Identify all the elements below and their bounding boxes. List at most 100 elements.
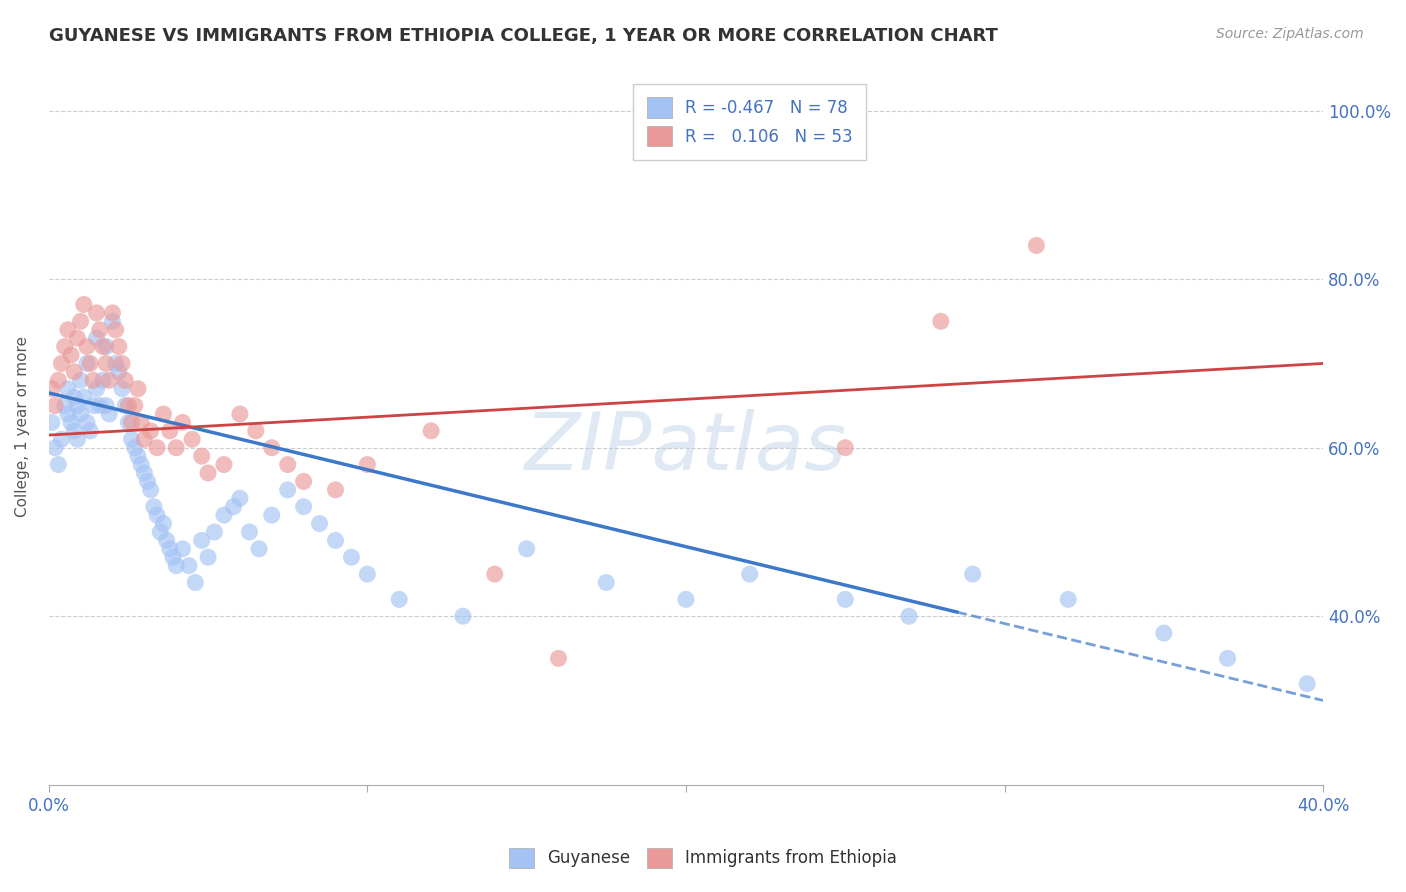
Point: [63, 390, 86, 404]
Point: [117, 399, 139, 413]
Text: ZIPatlas: ZIPatlas: [524, 409, 846, 487]
Point: [134, 466, 156, 480]
Point: [292, 500, 315, 514]
Point: [104, 356, 127, 370]
Point: [197, 466, 219, 480]
Point: [124, 441, 146, 455]
Point: [82, 373, 104, 387]
Point: [44, 399, 66, 413]
Point: [76, 340, 98, 354]
Point: [142, 500, 165, 514]
Point: [86, 331, 108, 345]
Point: [229, 491, 252, 506]
Point: [152, 407, 174, 421]
Point: [139, 483, 162, 497]
Point: [325, 483, 347, 497]
Text: GUYANESE VS IMMIGRANTS FROM ETHIOPIA COLLEGE, 1 YEAR OR MORE CORRELATION CHART: GUYANESE VS IMMIGRANTS FROM ETHIOPIA COL…: [49, 27, 998, 45]
Point: [101, 314, 124, 328]
Point: [146, 441, 169, 455]
Point: [79, 356, 101, 370]
Point: [962, 567, 984, 582]
Point: [114, 373, 136, 387]
Point: [172, 541, 194, 556]
Point: [325, 533, 347, 548]
Legend: Guyanese, Immigrants from Ethiopia: Guyanese, Immigrants from Ethiopia: [502, 841, 904, 875]
Point: [340, 550, 363, 565]
Point: [127, 382, 149, 396]
Point: [162, 550, 184, 565]
Point: [86, 306, 108, 320]
Point: [94, 340, 117, 354]
Point: [136, 475, 159, 489]
Point: [94, 399, 117, 413]
Point: [60, 416, 83, 430]
Point: [146, 508, 169, 522]
Point: [66, 331, 89, 345]
Point: [1025, 238, 1047, 252]
Point: [76, 356, 98, 370]
Point: [181, 432, 204, 446]
Point: [139, 424, 162, 438]
Point: [172, 416, 194, 430]
Point: [388, 592, 411, 607]
Legend: R = -0.467   N = 78, R =   0.106   N = 53: R = -0.467 N = 78, R = 0.106 N = 53: [633, 84, 866, 160]
Point: [46, 458, 69, 472]
Point: [53, 399, 76, 413]
Point: [260, 508, 283, 522]
Y-axis label: College, 1 year or more: College, 1 year or more: [15, 336, 30, 517]
Point: [41, 416, 63, 430]
Point: [53, 340, 76, 354]
Point: [152, 516, 174, 531]
Point: [101, 306, 124, 320]
Point: [675, 592, 697, 607]
Point: [111, 382, 134, 396]
Point: [212, 458, 235, 472]
Point: [204, 524, 226, 539]
Point: [63, 424, 86, 438]
Point: [516, 541, 538, 556]
Point: [69, 373, 91, 387]
Point: [76, 416, 98, 430]
Point: [222, 500, 245, 514]
Point: [73, 297, 96, 311]
Point: [89, 399, 111, 413]
Point: [197, 550, 219, 565]
Text: Source: ZipAtlas.com: Source: ZipAtlas.com: [1216, 27, 1364, 41]
Point: [190, 449, 212, 463]
Point: [117, 416, 139, 430]
Point: [292, 475, 315, 489]
Point: [1153, 626, 1175, 640]
Point: [834, 441, 856, 455]
Point: [69, 407, 91, 421]
Point: [212, 508, 235, 522]
Point: [229, 407, 252, 421]
Point: [277, 458, 299, 472]
Point: [91, 373, 114, 387]
Point: [356, 458, 378, 472]
Point: [108, 365, 131, 379]
Point: [1296, 676, 1319, 690]
Point: [1057, 592, 1080, 607]
Point: [56, 323, 79, 337]
Point: [834, 592, 856, 607]
Point: [73, 390, 96, 404]
Point: [56, 407, 79, 421]
Point: [177, 558, 200, 573]
Point: [121, 432, 143, 446]
Point: [165, 558, 187, 573]
Point: [484, 567, 506, 582]
Point: [165, 441, 187, 455]
Point: [420, 424, 443, 438]
Point: [89, 323, 111, 337]
Point: [929, 314, 952, 328]
Point: [41, 382, 63, 396]
Point: [149, 524, 172, 539]
Point: [134, 432, 156, 446]
Point: [595, 575, 617, 590]
Point: [184, 575, 207, 590]
Point: [94, 356, 117, 370]
Point: [98, 407, 121, 421]
Point: [356, 567, 378, 582]
Point: [190, 533, 212, 548]
Point: [56, 382, 79, 396]
